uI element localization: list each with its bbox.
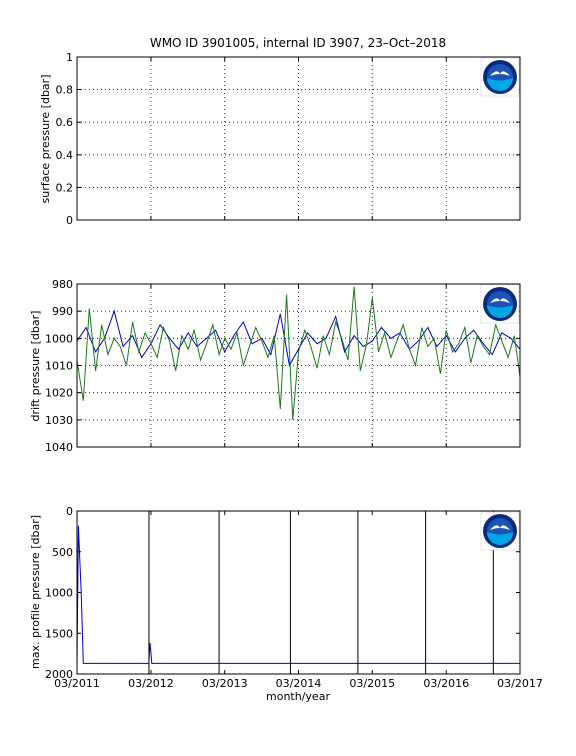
y-tick-label: 1500 (45, 627, 73, 640)
drift-pressure-ticks: 980 990 1000 1010 1020 1030 1040 (45, 278, 521, 454)
max-profile-pressure-axes (76, 510, 521, 675)
x-axis-label: month/year (266, 690, 330, 703)
surface-pressure-ticks: 0 0.2 0.4 0.6 0.8 1 (56, 51, 521, 227)
y-tick-label: 1030 (45, 414, 73, 427)
max-profile-pressure-ticks: 0 500 1000 1500 2000 (45, 505, 521, 681)
y-tick-label: 990 (52, 305, 73, 318)
y-tick-label: 0.4 (56, 149, 74, 162)
noaa-logo-icon (480, 284, 520, 324)
x-tick-label: 03/2012 (128, 677, 174, 690)
series-line (76, 525, 520, 664)
x-tick-label: 03/2011 (54, 677, 100, 690)
noaa-logo-bird (490, 525, 510, 530)
noaa-logo-sea (487, 305, 513, 318)
y-tick-label: 0.8 (56, 84, 74, 97)
surface-pressure-ylabel: surface pressure [dbar] (39, 75, 52, 204)
y-tick-label: 0 (66, 214, 73, 227)
y-tick-label: 1020 (45, 387, 73, 400)
noaa-logo-icon (480, 57, 520, 97)
y-tick-label: 0.6 (56, 116, 74, 129)
y-tick-label: 1040 (45, 441, 73, 454)
max-profile-pressure-grid (148, 511, 494, 674)
y-tick-label: 1 (66, 51, 73, 64)
x-tick-label: 03/2016 (423, 677, 469, 690)
x-tick-label: 03/2013 (202, 677, 248, 690)
max-profile-pressure-panel: 0 500 1000 1500 2000 max. profile pressure [… (29, 505, 521, 681)
noaa-logo-bird (490, 298, 510, 303)
y-tick-label: 1010 (45, 360, 73, 373)
noaa-logo-bird (490, 71, 510, 76)
drift-pressure-series (76, 286, 521, 420)
y-tick-label: 0 (66, 505, 73, 518)
x-tick-label: 03/2017 (497, 677, 543, 690)
y-tick-label: 2000 (45, 668, 73, 681)
surface-pressure-grid (77, 57, 520, 220)
y-tick-label: 1000 (45, 332, 73, 345)
max-profile-pressure-series (76, 525, 520, 664)
x-tick-labels: 03/2011 03/2012 03/2013 03/2014 03/2015 03/20… (54, 677, 543, 690)
y-tick-label: 500 (52, 546, 73, 559)
noaa-logos (480, 57, 520, 551)
drift-pressure-panel: 980 990 1000 1010 1020 1030 1040 drift pressur… (29, 278, 521, 454)
y-tick-label: 980 (52, 278, 73, 291)
noaa-logo-sea (487, 78, 513, 91)
figure-title: WMO ID 3901005, internal ID 3907, 23–Oct… (150, 36, 446, 50)
x-tick-label: 03/2014 (276, 677, 322, 690)
noaa-logo-icon (480, 511, 520, 551)
max-profile-pressure-ylabel: max. profile pressure [dbar] (29, 515, 42, 669)
y-tick-label: 1000 (45, 587, 73, 600)
y-tick-label: 0.2 (56, 181, 74, 194)
drift-pressure-ylabel: drift pressure [dbar] (29, 311, 42, 422)
series-line (76, 286, 521, 420)
drift-pressure-grid (77, 284, 520, 447)
surface-pressure-panel: 0 0.2 0.4 0.6 0.8 1 surface pressure [dbar] (39, 51, 521, 227)
noaa-logo-sea (487, 532, 513, 545)
x-tick-label: 03/2015 (349, 677, 395, 690)
